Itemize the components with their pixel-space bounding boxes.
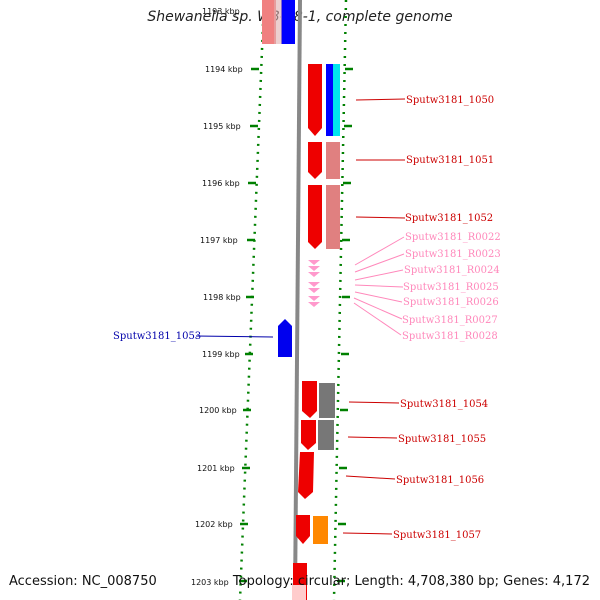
- rna-cluster: [308, 260, 320, 307]
- accession-text: Accession: NC_008750: [9, 574, 157, 589]
- tick-label-1194: 1194 kbp: [205, 65, 243, 74]
- gene-arrow-1053: [278, 319, 292, 357]
- rna-arrow: [308, 282, 320, 287]
- connector: [342, 532, 393, 535]
- topology-text: Topology: circular; Length: 4,708,380 bp…: [232, 574, 590, 589]
- connector: [353, 297, 403, 320]
- tick-label-1196: 1196 kbp: [202, 179, 240, 188]
- gene-label-1056[interactable]: Sputw3181_1056: [396, 475, 484, 486]
- tick-label-1199: 1199 kbp: [202, 350, 240, 359]
- left-axis: [238, 0, 266, 600]
- gene-feature: [281, 0, 295, 44]
- rna-arrow: [308, 288, 320, 293]
- connector: [195, 335, 274, 338]
- connector: [347, 436, 398, 439]
- gene-feature: [319, 383, 335, 418]
- gene-arrow-1051: [308, 142, 322, 179]
- gene-feature: [326, 185, 340, 249]
- gene-label-r0028[interactable]: Sputw3181_R0028: [402, 331, 498, 342]
- rna-arrow: [308, 296, 320, 301]
- gene-label-1052[interactable]: Sputw3181_1052: [405, 213, 493, 224]
- gene-feature: [262, 0, 276, 44]
- gene-label-1057[interactable]: Sputw3181_1057: [393, 530, 481, 541]
- tick-label-1203: 1203 kbp: [191, 578, 229, 587]
- connector: [355, 216, 406, 219]
- connector: [345, 475, 396, 480]
- gene-arrow-1057: [296, 515, 310, 544]
- tick-label-1200: 1200 kbp: [199, 406, 237, 415]
- gene-label-r0025[interactable]: Sputw3181_R0025: [403, 282, 499, 293]
- connector: [355, 98, 406, 101]
- gene-label-1054[interactable]: Sputw3181_1054: [400, 399, 488, 410]
- label-connectors: [195, 98, 406, 535]
- gene-arrow-1052: [308, 185, 322, 249]
- connector: [354, 284, 404, 288]
- genome-backbone: [293, 0, 302, 600]
- gene-label-1053[interactable]: Sputw3181_1053: [113, 331, 201, 342]
- gene-label-r0023[interactable]: Sputw3181_R0023: [405, 249, 501, 260]
- gene-feature: [313, 516, 328, 544]
- gene-arrow-1056: [298, 452, 314, 499]
- gene-feature: [274, 0, 282, 44]
- gene-arrow-1050: [308, 64, 322, 136]
- rna-arrow: [308, 302, 320, 307]
- connector: [354, 253, 405, 273]
- connector: [354, 269, 404, 281]
- tick-label-1202: 1202 kbp: [195, 520, 233, 529]
- gene-feature: [333, 64, 340, 136]
- gene-feature: [326, 64, 333, 136]
- gene-arrow-1055: [301, 420, 316, 450]
- gene-label-1050[interactable]: Sputw3181_1050: [406, 95, 494, 106]
- rna-arrow: [308, 266, 320, 271]
- rna-arrow: [308, 272, 320, 277]
- tick-group: 1193 kbp 1194 kbp 1195 kbp 1196 kbp 1197…: [191, 7, 353, 587]
- tick-label-1197: 1197 kbp: [200, 236, 238, 245]
- gene-label-r0024[interactable]: Sputw3181_R0024: [404, 265, 500, 276]
- rna-arrow: [308, 260, 320, 265]
- connector: [354, 291, 403, 303]
- tick-label-1201: 1201 kbp: [197, 464, 235, 473]
- connector: [348, 401, 400, 404]
- gene-arrow-1054: [302, 381, 317, 418]
- tick-label-1195: 1195 kbp: [203, 122, 241, 131]
- tick-label-1193: 1193 kbp: [202, 7, 240, 16]
- gene-feature: [292, 585, 306, 600]
- connector: [353, 302, 402, 336]
- gene-label-1055[interactable]: Sputw3181_1055: [398, 434, 486, 445]
- tick-label-1198: 1198 kbp: [203, 293, 241, 302]
- gene-feature: [326, 142, 340, 179]
- gene-label-r0026[interactable]: Sputw3181_R0026: [403, 297, 499, 308]
- connector: [354, 236, 405, 266]
- gene-feature: [318, 420, 334, 450]
- gene-label-r0027[interactable]: Sputw3181_R0027: [402, 315, 498, 326]
- gene-label-1051[interactable]: Sputw3181_1051: [406, 155, 494, 166]
- gene-label-r0022[interactable]: Sputw3181_R0022: [405, 232, 501, 243]
